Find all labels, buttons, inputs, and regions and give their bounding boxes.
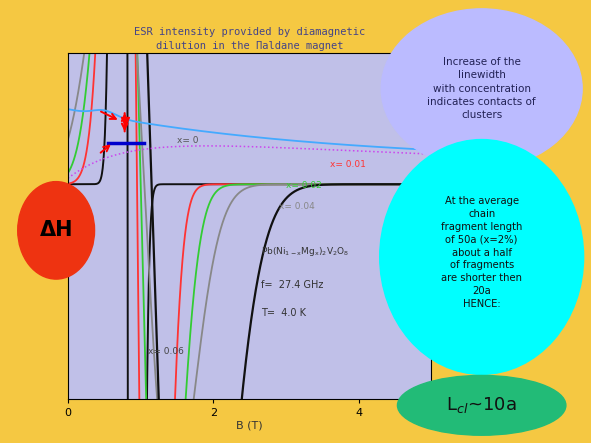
Title: ESR intensity provided by diamagnetic
dilution in the Πaldane magnet: ESR intensity provided by diamagnetic di… <box>134 27 365 51</box>
Text: At the average
chain
fragment length
of 50a (x=2%)
about a half
of fragments
are: At the average chain fragment length of … <box>441 196 522 309</box>
Text: $\rm Pb(Ni_{1-x}Mg_x)_2V_2O_8$: $\rm Pb(Ni_{1-x}Mg_x)_2V_2O_8$ <box>261 245 349 257</box>
Text: x= 0.02: x= 0.02 <box>286 181 322 190</box>
Text: x= 0.01: x= 0.01 <box>330 160 366 169</box>
Text: ΔH: ΔH <box>40 220 73 241</box>
Text: x= 0: x= 0 <box>177 136 199 145</box>
X-axis label: B (T): B (T) <box>236 420 263 431</box>
Text: 0: 0 <box>50 181 57 191</box>
Text: arb so: arb so <box>34 211 44 241</box>
Text: x= 0.06: x= 0.06 <box>148 347 184 356</box>
Text: L$_{cl}$~10a: L$_{cl}$~10a <box>446 395 517 416</box>
Text: x= 0.04: x= 0.04 <box>279 202 314 211</box>
Text: T=  4.0 K: T= 4.0 K <box>261 308 306 318</box>
Text: f=  27.4 GHz: f= 27.4 GHz <box>261 280 323 290</box>
Text: Increase of the
linewidth
with concentration
indicates contacts of
clusters: Increase of the linewidth with concentra… <box>427 57 536 120</box>
